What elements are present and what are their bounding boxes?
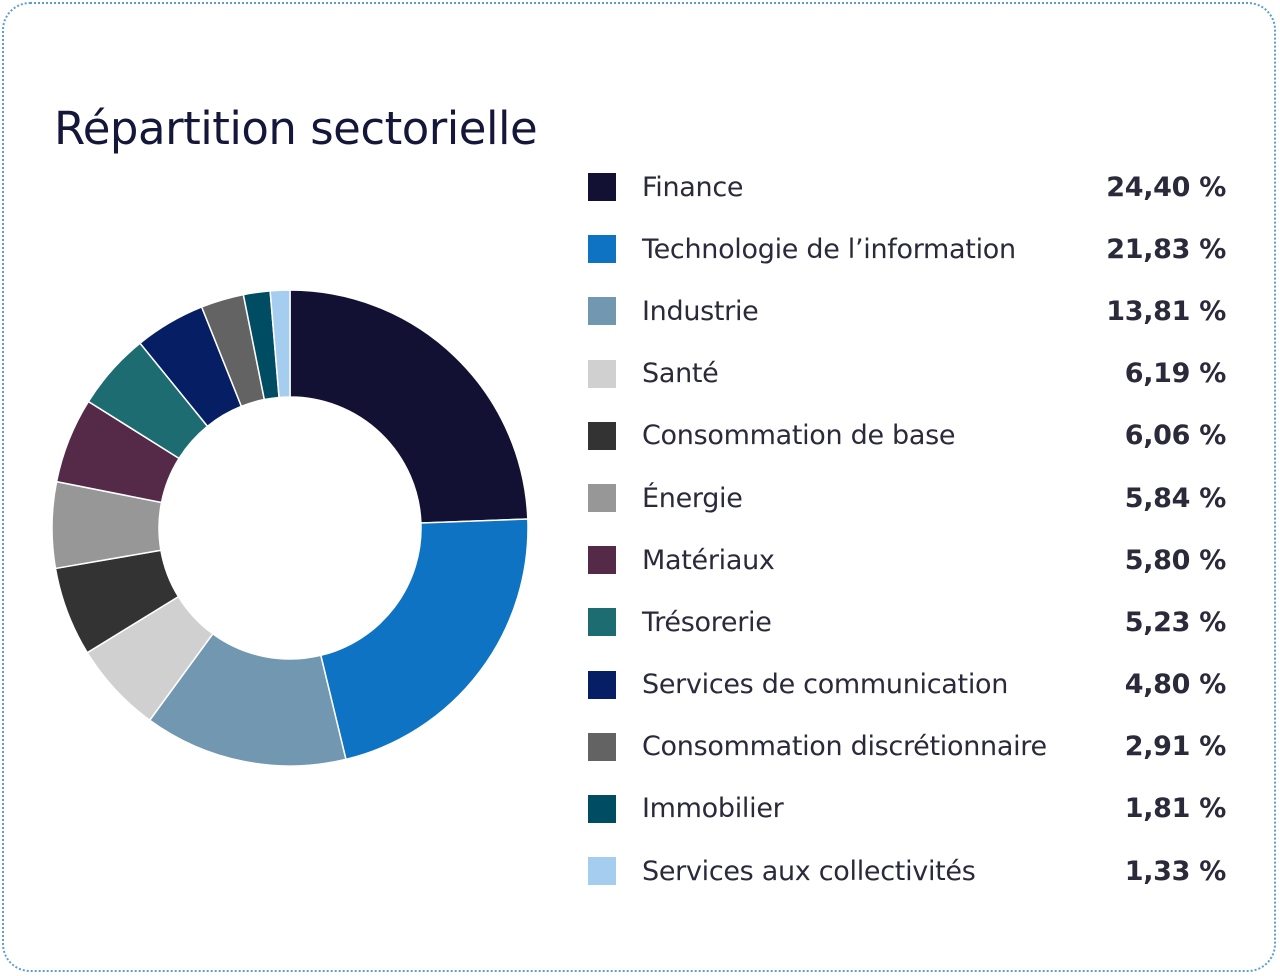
legend-item: Industrie 13,81 %	[588, 280, 1230, 342]
legend-item: Trésorerie 5,23 %	[588, 591, 1230, 653]
legend-item: Santé 6,19 %	[588, 343, 1230, 405]
legend-label: Finance	[642, 171, 744, 203]
legend-value: 21,83 %	[1106, 233, 1226, 265]
legend-value: 4,80 %	[1124, 669, 1227, 701]
legend-value: 2,91 %	[1124, 731, 1227, 763]
donut-slice	[148, 632, 347, 767]
legend-value: 5,80 %	[1124, 544, 1227, 576]
legend-swatch	[588, 484, 616, 513]
legend-value: 13,81 %	[1106, 295, 1226, 327]
legend-item: Services aux collectivités 1,33 %	[588, 840, 1230, 902]
donut-slice	[269, 289, 291, 399]
legend-value: 24,40 %	[1106, 171, 1226, 203]
legend-swatch	[588, 794, 616, 823]
legend-value: 5,23 %	[1124, 606, 1227, 638]
chart-legend: Finance 24,40 % Technologie de l’informati…	[588, 156, 1230, 902]
legend-item: Consommation discrétionnaire 2,91 %	[588, 716, 1230, 778]
legend-item: Matériaux 5,80 %	[588, 529, 1230, 591]
donut-slice	[289, 289, 529, 524]
legend-swatch	[588, 421, 616, 450]
legend-item: Consommation de base 6,06 %	[588, 405, 1230, 467]
legend-item: Énergie 5,84 %	[588, 467, 1230, 529]
legend-label: Consommation de base	[642, 420, 956, 452]
legend-value: 6,06 %	[1124, 420, 1227, 452]
legend-label: Immobilier	[642, 793, 784, 825]
legend-value: 6,19 %	[1124, 358, 1227, 390]
donut-chart	[51, 289, 529, 767]
legend-item: Technologie de l’information 21,83 %	[588, 218, 1230, 280]
legend-label: Technologie de l’information	[642, 233, 1016, 265]
legend-item: Immobilier 1,81 %	[588, 778, 1230, 840]
legend-label: Services de communication	[642, 669, 1009, 701]
legend-swatch	[588, 235, 616, 264]
donut-slice	[319, 518, 529, 761]
legend-swatch	[588, 732, 616, 761]
legend-swatch	[588, 670, 616, 699]
legend-label: Consommation discrétionnaire	[642, 731, 1047, 763]
legend-swatch	[588, 546, 616, 575]
legend-value: 1,81 %	[1124, 793, 1227, 825]
legend-label: Énergie	[642, 482, 743, 514]
legend-label: Services aux collectivités	[642, 855, 976, 887]
legend-label: Industrie	[642, 295, 759, 327]
legend-label: Matériaux	[642, 544, 775, 576]
legend-label: Trésorerie	[642, 606, 772, 638]
legend-item: Finance 24,40 %	[588, 156, 1230, 218]
legend-swatch	[588, 297, 616, 326]
legend-value: 5,84 %	[1124, 482, 1227, 514]
chart-title: Répartition sectorielle	[54, 102, 538, 155]
legend-swatch	[588, 857, 616, 886]
legend-swatch	[588, 359, 616, 388]
legend-swatch	[588, 173, 616, 202]
legend-value: 1,33 %	[1124, 855, 1227, 887]
legend-item: Services de communication 4,80 %	[588, 654, 1230, 716]
legend-swatch	[588, 608, 616, 637]
legend-label: Santé	[642, 358, 719, 390]
